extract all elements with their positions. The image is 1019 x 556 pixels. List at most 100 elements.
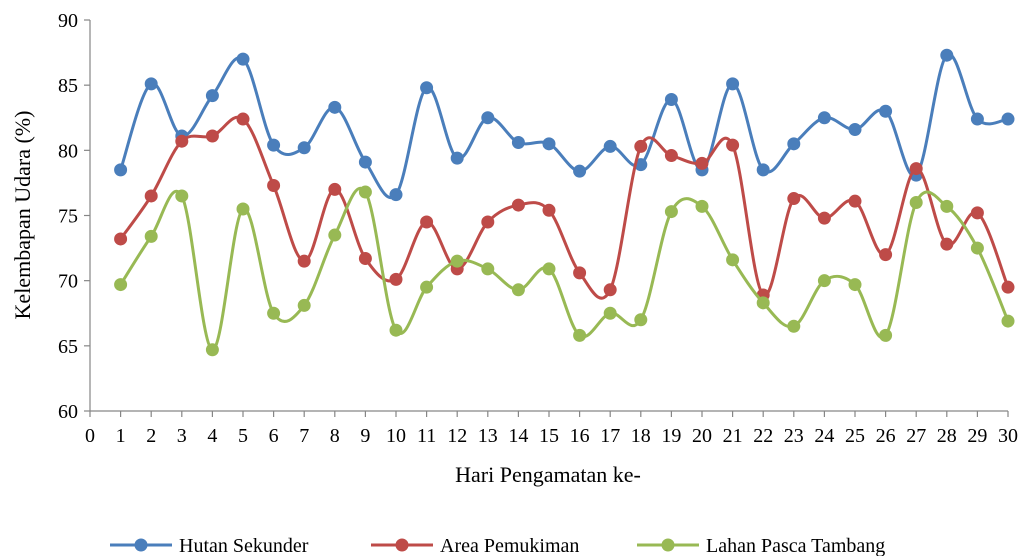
- y-tick-label: 80: [58, 140, 78, 162]
- data-point: [267, 138, 281, 152]
- data-point: [664, 205, 678, 219]
- y-tick-label: 85: [58, 75, 78, 97]
- data-point: [634, 139, 648, 153]
- data-point: [756, 163, 770, 177]
- data-point: [236, 112, 250, 126]
- data-point: [726, 77, 740, 91]
- data-point: [114, 278, 128, 292]
- data-point: [205, 129, 219, 143]
- data-point: [481, 215, 495, 229]
- x-tick-label: 11: [417, 425, 436, 447]
- y-axis-title: Kelembapan Udara (%): [10, 111, 35, 320]
- data-point: [267, 179, 281, 193]
- data-point: [481, 111, 495, 125]
- x-tick-label: 1: [116, 425, 126, 447]
- x-tick-label: 7: [299, 425, 309, 447]
- data-point: [236, 52, 250, 66]
- x-tick-label: 17: [600, 425, 620, 447]
- series-line: [119, 115, 1010, 300]
- data-point: [236, 202, 250, 216]
- x-tick-label: 5: [238, 425, 248, 447]
- data-point: [450, 151, 464, 165]
- legend-item: Lahan Pasca Tambang: [637, 535, 885, 556]
- data-point: [511, 283, 525, 297]
- data-point: [358, 155, 372, 169]
- x-tick-label: 21: [723, 425, 743, 447]
- data-point: [940, 48, 954, 62]
- x-tick-label: 13: [478, 425, 498, 447]
- data-point: [328, 228, 342, 242]
- data-point: [358, 252, 372, 266]
- x-tick-label: 14: [508, 425, 528, 447]
- y-tick-label: 75: [58, 206, 78, 228]
- data-point: [756, 296, 770, 310]
- data-point: [695, 199, 709, 213]
- x-tick-label: 23: [784, 425, 804, 447]
- series-area-pemukiman: [114, 112, 1015, 302]
- data-point: [328, 182, 342, 196]
- data-point: [511, 136, 525, 150]
- data-point: [389, 323, 403, 337]
- x-tick-label: 29: [967, 425, 987, 447]
- data-point: [175, 134, 189, 148]
- data-point: [848, 194, 862, 208]
- x-tick-label: 22: [753, 425, 773, 447]
- x-tick-label: 16: [570, 425, 590, 447]
- data-point: [205, 89, 219, 103]
- y-tick-label: 60: [58, 401, 78, 423]
- data-point: [144, 77, 158, 91]
- data-point: [389, 272, 403, 286]
- x-tick-label: 3: [177, 425, 187, 447]
- series-layer: [114, 48, 1015, 357]
- data-point: [114, 232, 128, 246]
- data-point: [634, 313, 648, 327]
- data-point: [511, 198, 525, 212]
- data-point: [1001, 280, 1015, 294]
- data-point: [726, 138, 740, 152]
- data-point: [603, 139, 617, 153]
- legend-item: Area Pemukiman: [371, 535, 579, 556]
- data-point: [940, 199, 954, 213]
- data-point: [940, 237, 954, 251]
- data-point: [879, 328, 893, 342]
- data-point: [879, 104, 893, 118]
- data-point: [267, 306, 281, 320]
- data-point: [603, 283, 617, 297]
- data-point: [664, 93, 678, 107]
- y-tick-label: 65: [58, 336, 78, 358]
- data-point: [1001, 112, 1015, 126]
- data-point: [573, 328, 587, 342]
- data-point: [817, 111, 831, 125]
- data-point: [420, 215, 434, 229]
- data-point: [389, 188, 403, 202]
- legend-marker: [395, 538, 409, 552]
- data-point: [970, 112, 984, 126]
- data-point: [879, 248, 893, 262]
- data-point: [1001, 314, 1015, 328]
- data-point: [909, 195, 923, 209]
- data-point: [970, 241, 984, 255]
- axes: [84, 19, 1009, 417]
- data-point: [297, 254, 311, 268]
- x-axis-title: Hari Pengamatan ke-: [455, 462, 641, 487]
- data-point: [909, 162, 923, 176]
- data-point: [726, 253, 740, 267]
- data-point: [542, 262, 556, 276]
- data-point: [420, 280, 434, 294]
- data-point: [817, 211, 831, 225]
- x-tick-label: 6: [269, 425, 279, 447]
- y-tick-label: 70: [58, 271, 78, 293]
- x-tick-label: 27: [906, 425, 926, 447]
- x-tick-label: 10: [386, 425, 406, 447]
- x-tick-label: 18: [631, 425, 651, 447]
- x-tick-label: 0: [85, 425, 95, 447]
- x-tick-label: 8: [330, 425, 340, 447]
- data-point: [848, 278, 862, 292]
- data-point: [848, 122, 862, 136]
- legend-label: Area Pemukiman: [440, 535, 579, 556]
- data-point: [970, 206, 984, 220]
- y-tick-labels: 60 65 70 75 80 85 90: [58, 10, 78, 423]
- data-point: [114, 163, 128, 177]
